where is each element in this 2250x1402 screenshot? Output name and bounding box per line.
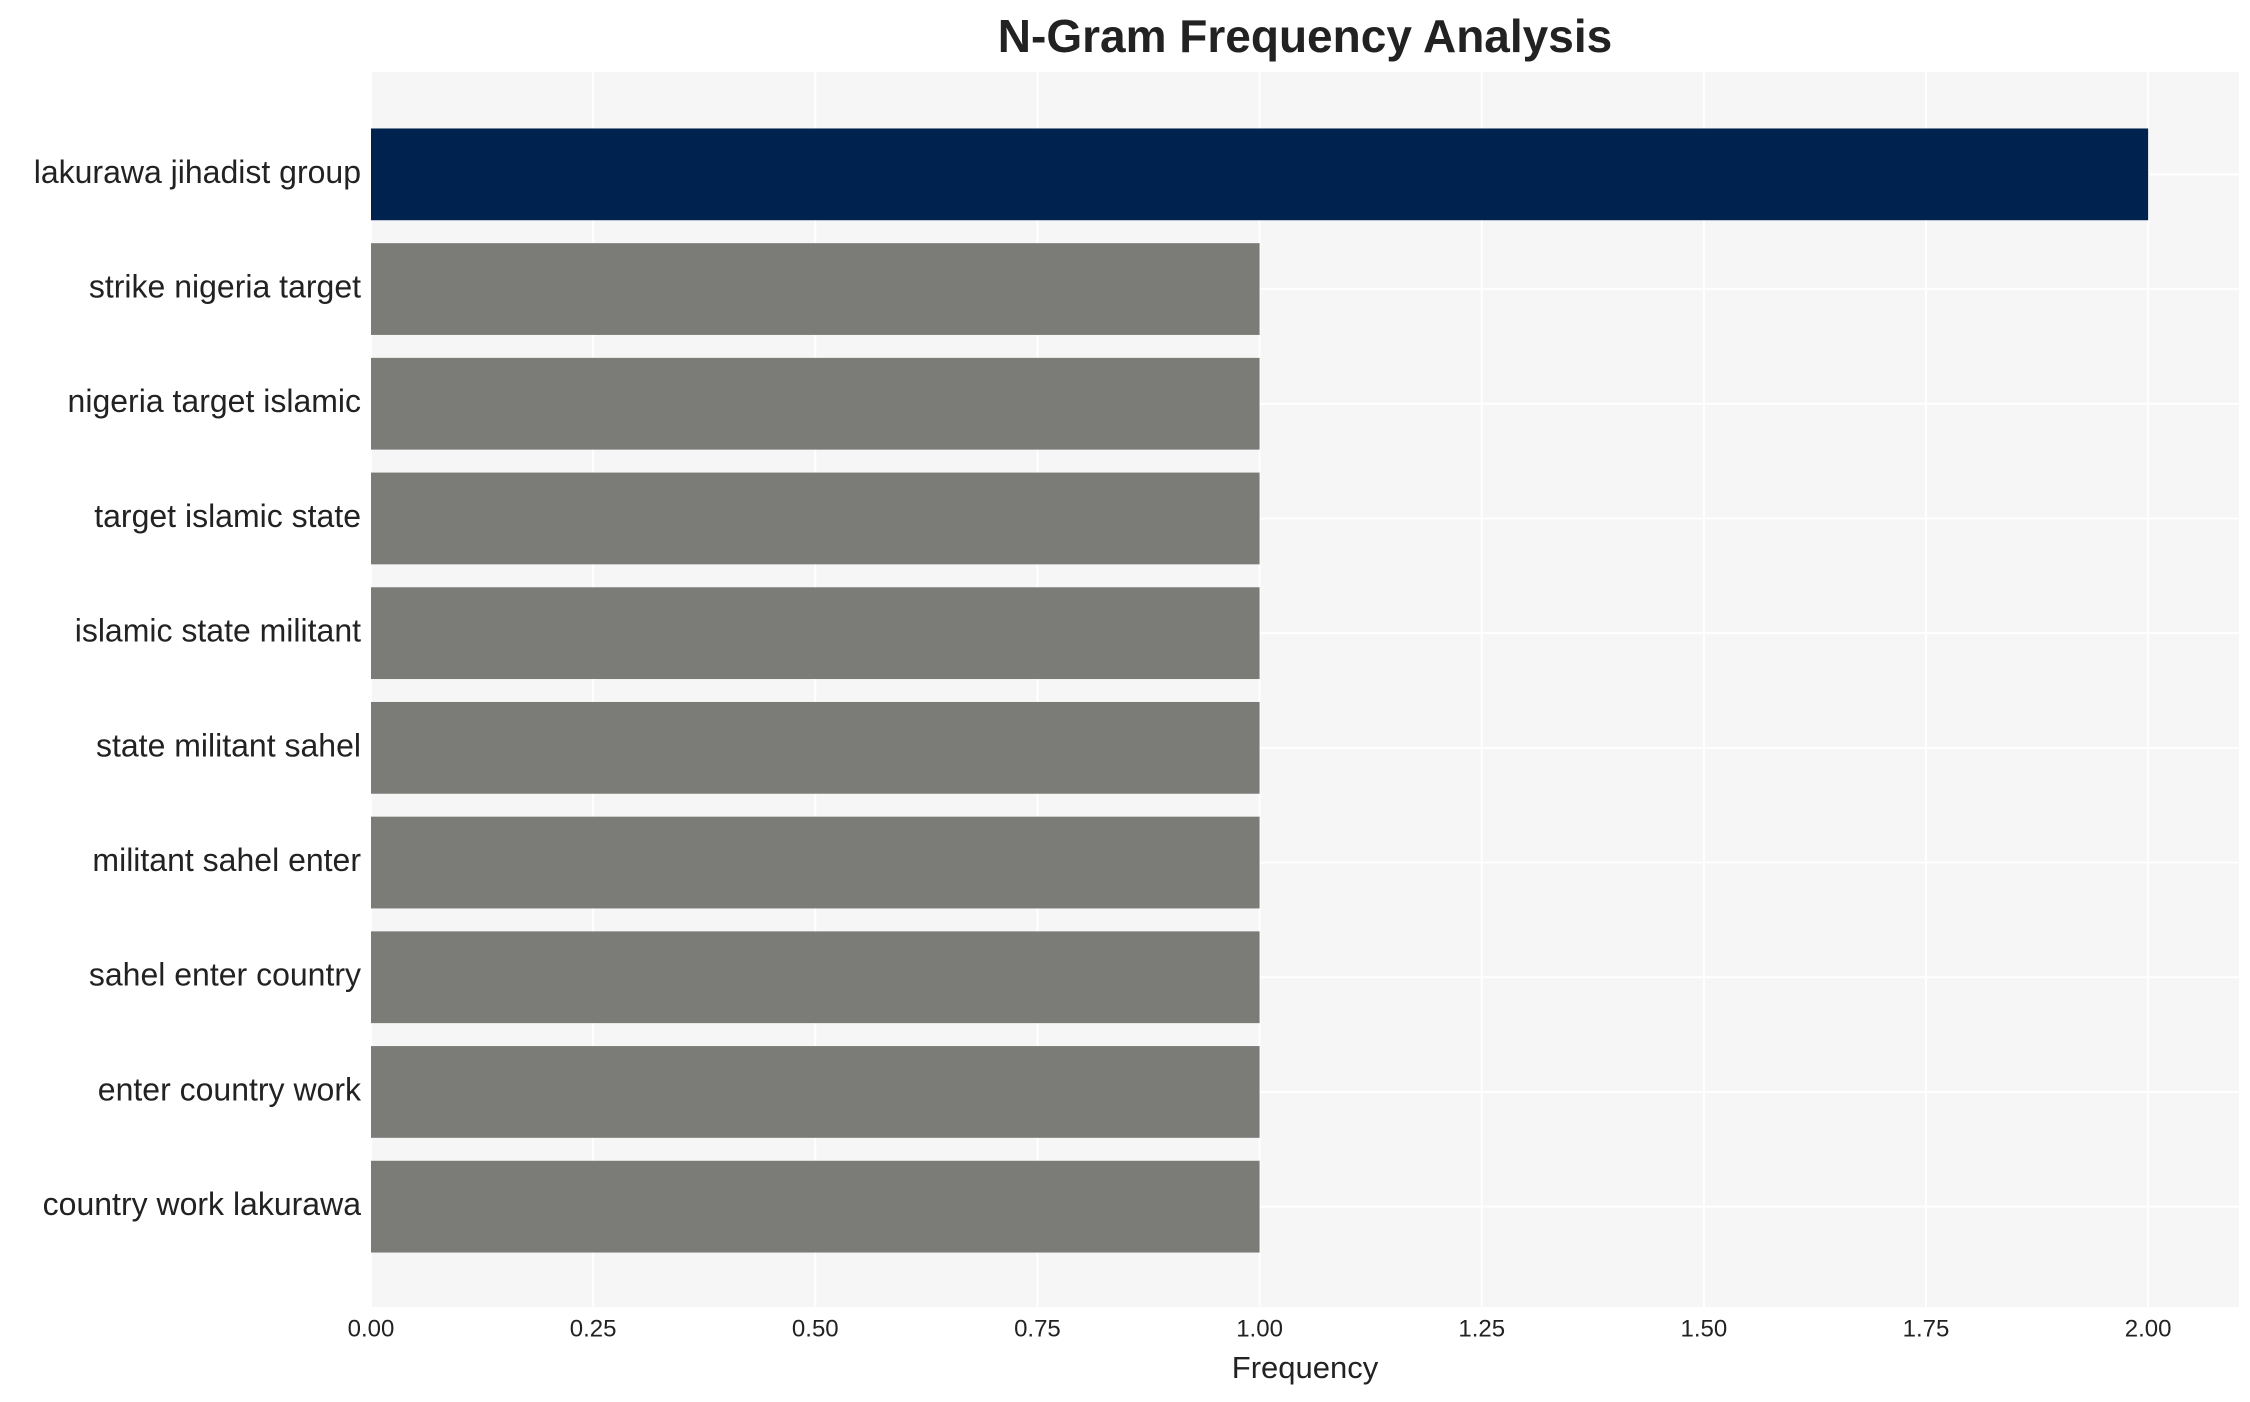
x-tick-label: 0.50 bbox=[792, 1315, 839, 1342]
y-tick-label: strike nigeria target bbox=[89, 269, 361, 305]
bar bbox=[371, 1160, 1260, 1253]
bar bbox=[371, 357, 1260, 450]
bar bbox=[371, 472, 1260, 565]
y-tick-label: target islamic state bbox=[94, 498, 361, 534]
x-tick-label: 0.00 bbox=[348, 1315, 395, 1342]
chart-title: N-Gram Frequency Analysis bbox=[998, 10, 1612, 62]
bar bbox=[371, 243, 1260, 335]
x-tick-label: 1.00 bbox=[1236, 1315, 1283, 1342]
x-tick-label: 0.75 bbox=[1014, 1315, 1061, 1342]
y-tick-label: nigeria target islamic bbox=[68, 383, 361, 419]
bar bbox=[371, 1046, 1260, 1138]
x-tick-label: 1.25 bbox=[1458, 1315, 1505, 1342]
y-tick-label: militant sahel enter bbox=[92, 842, 361, 878]
bar bbox=[371, 701, 1260, 794]
x-tick-label: 1.75 bbox=[1903, 1315, 1950, 1342]
y-tick-label: state militant sahel bbox=[96, 727, 361, 763]
y-tick-label: lakurawa jihadist group bbox=[34, 154, 361, 190]
y-tick-label: country work lakurawa bbox=[43, 1186, 362, 1222]
bar bbox=[371, 816, 1260, 909]
bar bbox=[371, 931, 1260, 1024]
x-tick-label: 0.25 bbox=[570, 1315, 617, 1342]
y-tick-label: sahel enter country bbox=[89, 957, 361, 993]
y-tick-label: islamic state militant bbox=[75, 613, 361, 649]
bar bbox=[371, 128, 2149, 221]
bar bbox=[371, 587, 1260, 680]
x-tick-label: 2.00 bbox=[2125, 1315, 2172, 1342]
x-axis-label: Frequency bbox=[1232, 1350, 1379, 1385]
x-tick-label: 1.50 bbox=[1680, 1315, 1727, 1342]
y-tick-label: enter country work bbox=[98, 1071, 362, 1107]
